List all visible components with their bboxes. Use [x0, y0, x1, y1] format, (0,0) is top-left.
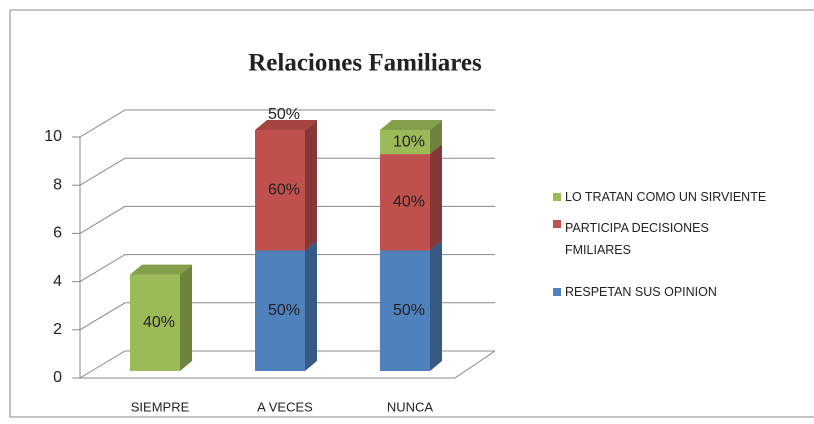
data-label: 50% — [393, 302, 425, 319]
bar-segment — [255, 250, 305, 371]
grid-line — [79, 109, 495, 138]
bar-top — [380, 120, 442, 130]
legend-label: LO TRATAN COMO UN SIRVIENTE — [565, 190, 767, 204]
data-label: 40% — [393, 194, 425, 211]
grid-line — [79, 205, 495, 234]
y-tick-label: 6 — [53, 225, 62, 242]
bar-top — [130, 264, 192, 275]
y-tick-label: 8 — [53, 176, 62, 193]
bar-segment — [130, 274, 180, 371]
data-label: 40% — [143, 314, 175, 331]
legend-item: LO TRATAN COMO UN SIRVIENTE — [553, 190, 766, 204]
legend-swatch — [553, 288, 561, 296]
x-tick-label: SIEMPRE — [131, 399, 190, 414]
data-label: 10% — [393, 133, 425, 150]
bar-side — [305, 240, 317, 371]
bar-segment — [380, 130, 430, 155]
bar-side — [430, 120, 442, 155]
chart-title: Relaciones Familiares — [248, 50, 482, 77]
y-tick-label: 0 — [53, 369, 62, 386]
bar-segment — [380, 154, 430, 251]
data-label: 50% — [268, 106, 300, 123]
y-tick-label: 2 — [53, 321, 62, 338]
bar-side — [180, 264, 192, 371]
grid-line — [79, 302, 495, 331]
y-tick-label: 4 — [53, 273, 62, 290]
grid-line — [79, 157, 495, 186]
y-tick-label: 10 — [44, 128, 62, 145]
grid-line — [79, 350, 495, 379]
bar-top — [255, 120, 317, 130]
legend-label: RESPETAN SUS OPINION — [565, 285, 717, 299]
floor-edge — [80, 350, 496, 379]
bar-side — [430, 240, 442, 371]
bar-segment — [255, 130, 305, 251]
bar-side — [305, 120, 317, 251]
bar-side — [430, 144, 442, 251]
legend-item: RESPETAN SUS OPINION — [553, 285, 717, 299]
x-tick-label: A VECES — [257, 399, 313, 414]
data-label: 60% — [268, 181, 300, 198]
legend-swatch — [553, 193, 561, 201]
legend-label: PARTICIPA DECISIONES FMILIARES — [565, 221, 709, 257]
bar-segment — [380, 250, 430, 371]
x-tick-label: NUNCA — [387, 399, 434, 414]
legend-swatch — [553, 220, 561, 228]
legend-item: PARTICIPA DECISIONES FMILIARES — [553, 217, 743, 261]
data-label: 50% — [268, 302, 300, 319]
grid-line — [79, 254, 495, 283]
